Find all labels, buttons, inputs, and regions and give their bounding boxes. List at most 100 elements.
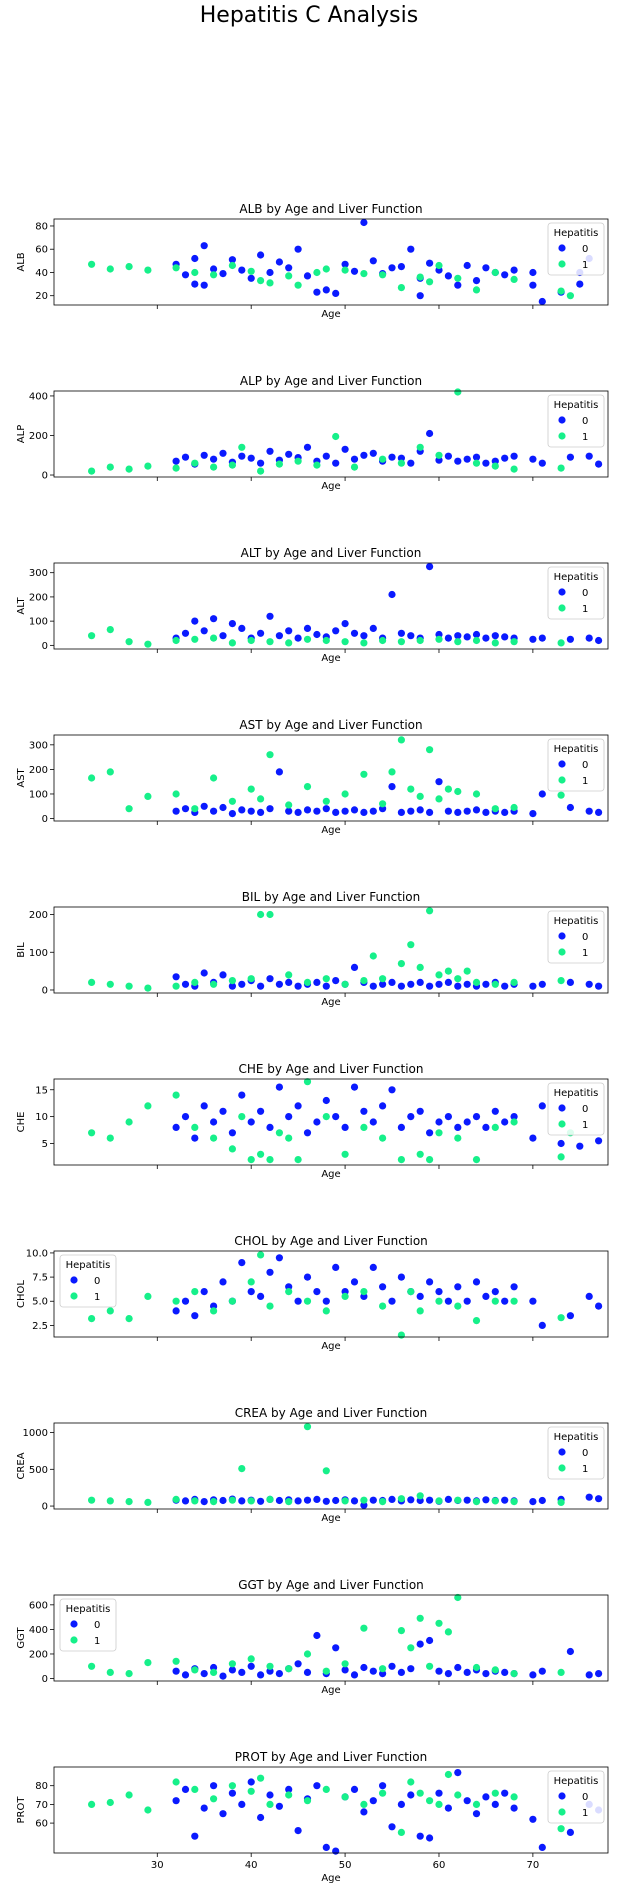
data-point xyxy=(181,1785,190,1793)
data-point xyxy=(491,462,499,470)
y-tick-label: 300 xyxy=(29,740,48,751)
y-axis-label: CHE xyxy=(16,1112,27,1133)
data-point xyxy=(454,638,462,646)
data-point xyxy=(595,1670,603,1678)
data-point xyxy=(210,1134,218,1142)
y-axis-label: ALT xyxy=(16,597,27,615)
data-point xyxy=(388,1662,396,1670)
data-point xyxy=(125,1315,133,1323)
data-point xyxy=(595,460,603,468)
data-point xyxy=(388,453,396,461)
data-point xyxy=(501,271,509,279)
data-point xyxy=(350,1497,359,1505)
data-point xyxy=(388,768,396,776)
data-point xyxy=(181,453,190,461)
data-point xyxy=(285,801,293,809)
legend: Hepatitis 0 1 xyxy=(547,738,605,792)
data-point xyxy=(228,1145,236,1153)
data-point xyxy=(491,1497,499,1505)
data-point xyxy=(416,443,424,451)
data-point xyxy=(501,808,509,817)
data-point xyxy=(379,271,387,279)
data-point xyxy=(294,1156,302,1164)
data-point xyxy=(379,1498,387,1506)
data-point xyxy=(106,980,114,988)
data-point xyxy=(538,459,546,467)
data-point xyxy=(332,808,340,817)
data-point xyxy=(388,1086,396,1094)
plot-area xyxy=(53,1422,609,1510)
data-point xyxy=(303,1650,312,1658)
data-point xyxy=(257,910,265,919)
data-point xyxy=(454,632,462,640)
data-point xyxy=(454,281,462,289)
data-point xyxy=(341,638,349,646)
data-point xyxy=(322,1096,330,1105)
data-point xyxy=(341,1292,349,1300)
data-point xyxy=(510,803,518,812)
legend-label: 0 xyxy=(582,416,588,427)
data-point xyxy=(454,457,462,465)
data-point xyxy=(529,1671,537,1679)
data-point xyxy=(247,1118,255,1126)
data-point xyxy=(454,1283,462,1291)
data-point xyxy=(454,1791,462,1799)
data-point xyxy=(576,1142,584,1150)
subplot-chol: CHOL by Age and Liver Function 2.5 5.0 7.5 1… xyxy=(16,1234,609,1352)
data-point xyxy=(397,454,405,462)
data-point xyxy=(379,975,387,983)
data-point xyxy=(88,1129,96,1137)
data-point xyxy=(388,1297,396,1305)
x-axis-label: Age xyxy=(321,1873,340,1884)
y-tick-label: 80 xyxy=(35,1781,48,1792)
data-point xyxy=(285,264,293,272)
data-point xyxy=(529,455,537,463)
data-point xyxy=(360,451,368,459)
plot-area xyxy=(53,1078,609,1166)
data-point xyxy=(388,783,396,791)
data-point xyxy=(454,274,462,282)
data-point xyxy=(369,1667,377,1675)
data-point xyxy=(491,1107,499,1115)
data-point xyxy=(472,277,481,285)
data-point xyxy=(285,1113,293,1121)
data-point xyxy=(125,805,133,813)
data-point xyxy=(303,1273,312,1281)
data-point xyxy=(266,1662,274,1670)
data-point xyxy=(332,1644,340,1652)
data-point xyxy=(181,271,190,279)
data-point xyxy=(360,1624,368,1632)
data-point xyxy=(275,258,283,266)
data-point xyxy=(482,1123,490,1131)
data-point xyxy=(322,797,330,805)
data-point xyxy=(219,1496,227,1505)
subplot-title: CHOL by Age and Liver Function xyxy=(234,1234,428,1248)
y-tick-label: 100 xyxy=(29,617,48,628)
legend-marker xyxy=(70,1636,78,1644)
data-point xyxy=(444,1670,452,1678)
data-point xyxy=(501,454,509,462)
data-point xyxy=(257,277,265,285)
data-point xyxy=(88,774,96,782)
data-point xyxy=(585,980,593,988)
data-point xyxy=(510,1118,518,1126)
data-point xyxy=(379,1789,387,1797)
data-point xyxy=(313,1782,321,1790)
data-point xyxy=(463,1297,471,1305)
data-point xyxy=(257,1251,265,1259)
data-point xyxy=(360,1107,368,1115)
legend-label: 1 xyxy=(582,776,588,787)
data-point xyxy=(491,632,499,640)
data-point xyxy=(285,639,293,647)
y-tick-label: 0 xyxy=(42,471,48,482)
data-point xyxy=(332,1847,340,1855)
data-point xyxy=(266,638,274,646)
data-point xyxy=(369,1797,377,1805)
data-point xyxy=(557,639,565,647)
data-point xyxy=(266,268,274,277)
y-tick-label: 20 xyxy=(35,291,48,302)
data-point xyxy=(172,973,180,981)
y-tick-label: 400 xyxy=(29,1625,48,1636)
data-point xyxy=(407,1113,415,1121)
data-point xyxy=(332,627,340,635)
